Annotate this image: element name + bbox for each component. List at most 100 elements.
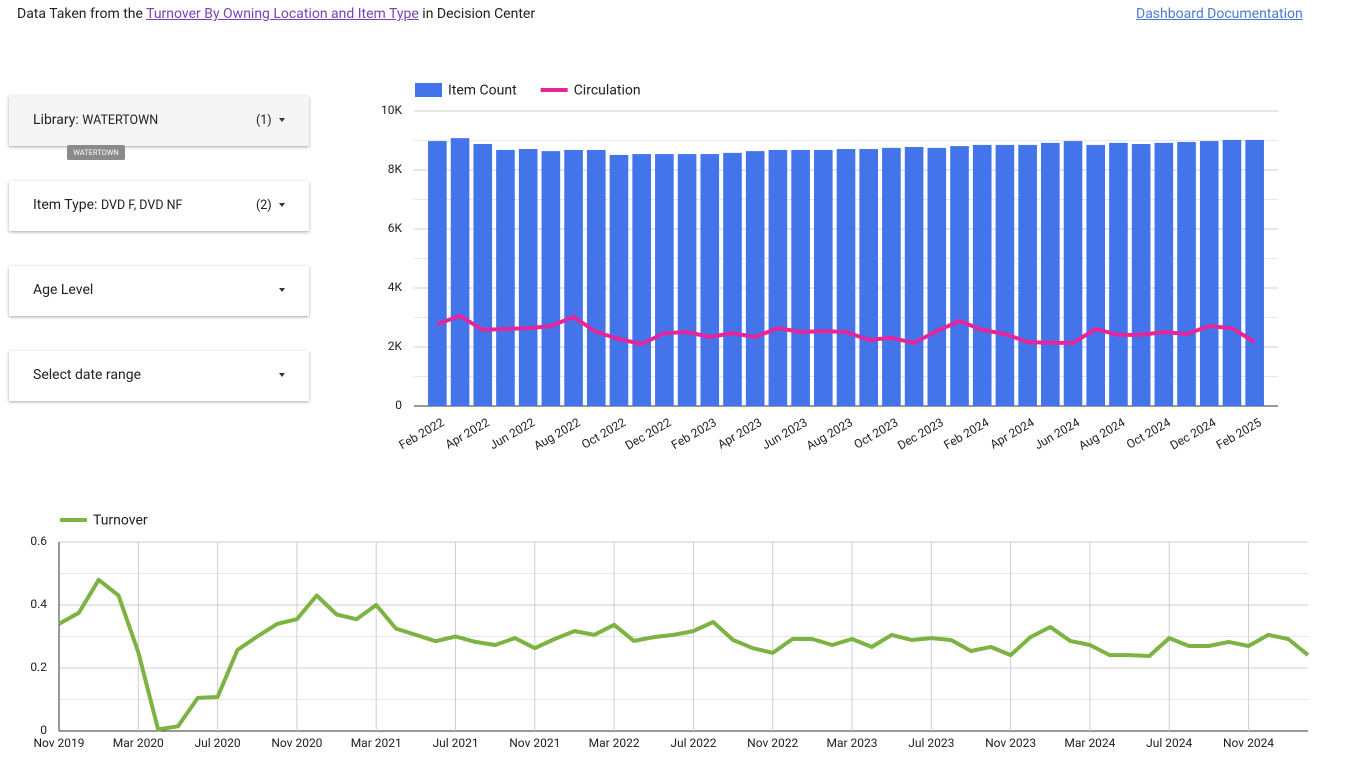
x-tick-label: Oct 2023 [852,415,901,451]
bar [768,149,788,406]
dropdown-arrow [279,203,285,207]
x-tick-label: Dec 2022 [623,415,674,452]
x-tick-label: Mar 2021 [351,736,402,750]
bar [995,144,1015,407]
y-tick-label: 6K [388,221,403,235]
x-tick-label: Apr 2022 [443,415,492,452]
tooltip: WATERTOWN [67,145,125,160]
filter[interactable]: Age Level [9,266,309,316]
bar [1131,144,1151,407]
bar [450,138,470,406]
x-tick-label: Aug 2022 [531,415,582,453]
x-tick-label: Nov 2021 [509,736,560,750]
legend-label: Circulation [574,83,641,99]
bar [1041,142,1060,407]
bar [609,154,629,406]
dropdown-arrow [279,118,285,122]
x-tick-label: Jul 2021 [432,736,478,750]
bar [1199,141,1219,406]
line [436,314,1256,347]
filter[interactable]: Library: WATERTOWN (1) [9,96,309,146]
bar [541,151,561,406]
x-tick-label: Feb 2022 [397,415,447,452]
x-tick-label: Jul 2024 [1146,736,1192,750]
bar [1063,141,1083,406]
bar [723,152,742,406]
bar [1109,142,1128,407]
bar [745,151,765,406]
x-tick-label: Aug 2024 [1076,415,1127,453]
bar [813,149,833,406]
bar [791,149,810,406]
y-tick-label: 0 [395,398,402,412]
bar [428,141,447,406]
bar [677,154,697,406]
filter-count: (2) [256,198,272,213]
bar [927,147,947,406]
x-tick-label: Dec 2023 [895,415,946,452]
filter-name: Age Level [33,282,94,298]
filter-label: Item Type: DVD F, DVD NF [33,197,182,213]
x-tick-label: Feb 2023 [669,415,719,452]
filter-label: Library: WATERTOWN [33,112,158,128]
y-tick-label: 0.4 [30,597,47,611]
bar [1154,142,1174,407]
bar [473,144,493,407]
x-tick-label: Apr 2023 [715,415,764,451]
bar [1222,139,1242,406]
filter-name: Item Type: [33,197,98,213]
x-tick-label: Nov 2020 [271,736,322,750]
x-tick-label: Jul 2022 [670,736,716,750]
y-tick-label: 2K [388,339,403,353]
y-tick-label: 4K [388,280,403,294]
x-tick-label: Aug 2023 [804,415,855,453]
x-tick-label: Feb 2025 [1214,415,1264,452]
y-tick-label: 10K [381,103,402,117]
bar [882,147,901,406]
x-tick-label: Jun 2022 [487,415,537,452]
filter-name: Select date range [33,367,142,383]
x-tick-label: Nov 2019 [33,736,84,750]
y-tick-label: 0.6 [30,534,47,548]
y-tick-label: 8K [388,162,403,176]
source-link[interactable]: Turnover By Owning Location and Item Typ… [146,6,419,22]
bar [564,149,583,406]
bar [632,154,651,406]
filter[interactable]: Item Type: DVD F, DVD NF (2) [9,181,309,231]
y-tick-label: 0.2 [30,660,47,674]
filter-value: DVD F, DVD NF [100,198,183,213]
x-tick-label: Oct 2024 [1124,415,1173,451]
legend-label: Item Count [448,83,517,99]
x-tick-label: Jul 2023 [908,736,954,750]
line [58,577,1310,732]
x-tick-label: Mar 2022 [589,736,640,750]
bar [972,144,992,407]
header-prefix: Data Taken from the [17,6,143,22]
x-tick-label: Jun 2023 [760,415,810,452]
x-tick-label: Mar 2024 [1064,736,1115,750]
x-tick-label: Nov 2024 [1223,736,1274,750]
dropdown-arrow [279,373,285,377]
legend-label: Turnover [93,513,148,529]
x-tick-label: Nov 2023 [985,736,1036,750]
filter-name: Library: [33,112,79,128]
bar [859,149,879,406]
bar [1086,144,1106,407]
bar [700,154,720,406]
bar [1245,139,1264,406]
dropdown-arrow [279,288,285,292]
x-tick-label: Oct 2022 [579,415,628,451]
bar [518,149,538,406]
filter-value: WATERTOWN [82,113,159,128]
y-tick-label: 0 [40,723,47,737]
doc-link[interactable]: Dashboard Documentation [1136,6,1303,22]
filter[interactable]: Select date range [9,351,309,401]
x-tick-label: Jun 2024 [1032,415,1082,452]
x-tick-label: Dec 2024 [1168,415,1219,452]
header: Data Taken from the Turnover By Owning L… [17,6,535,22]
bar [655,154,674,406]
filter-count: (1) [256,113,272,128]
bar [496,149,515,406]
bar [586,149,606,406]
